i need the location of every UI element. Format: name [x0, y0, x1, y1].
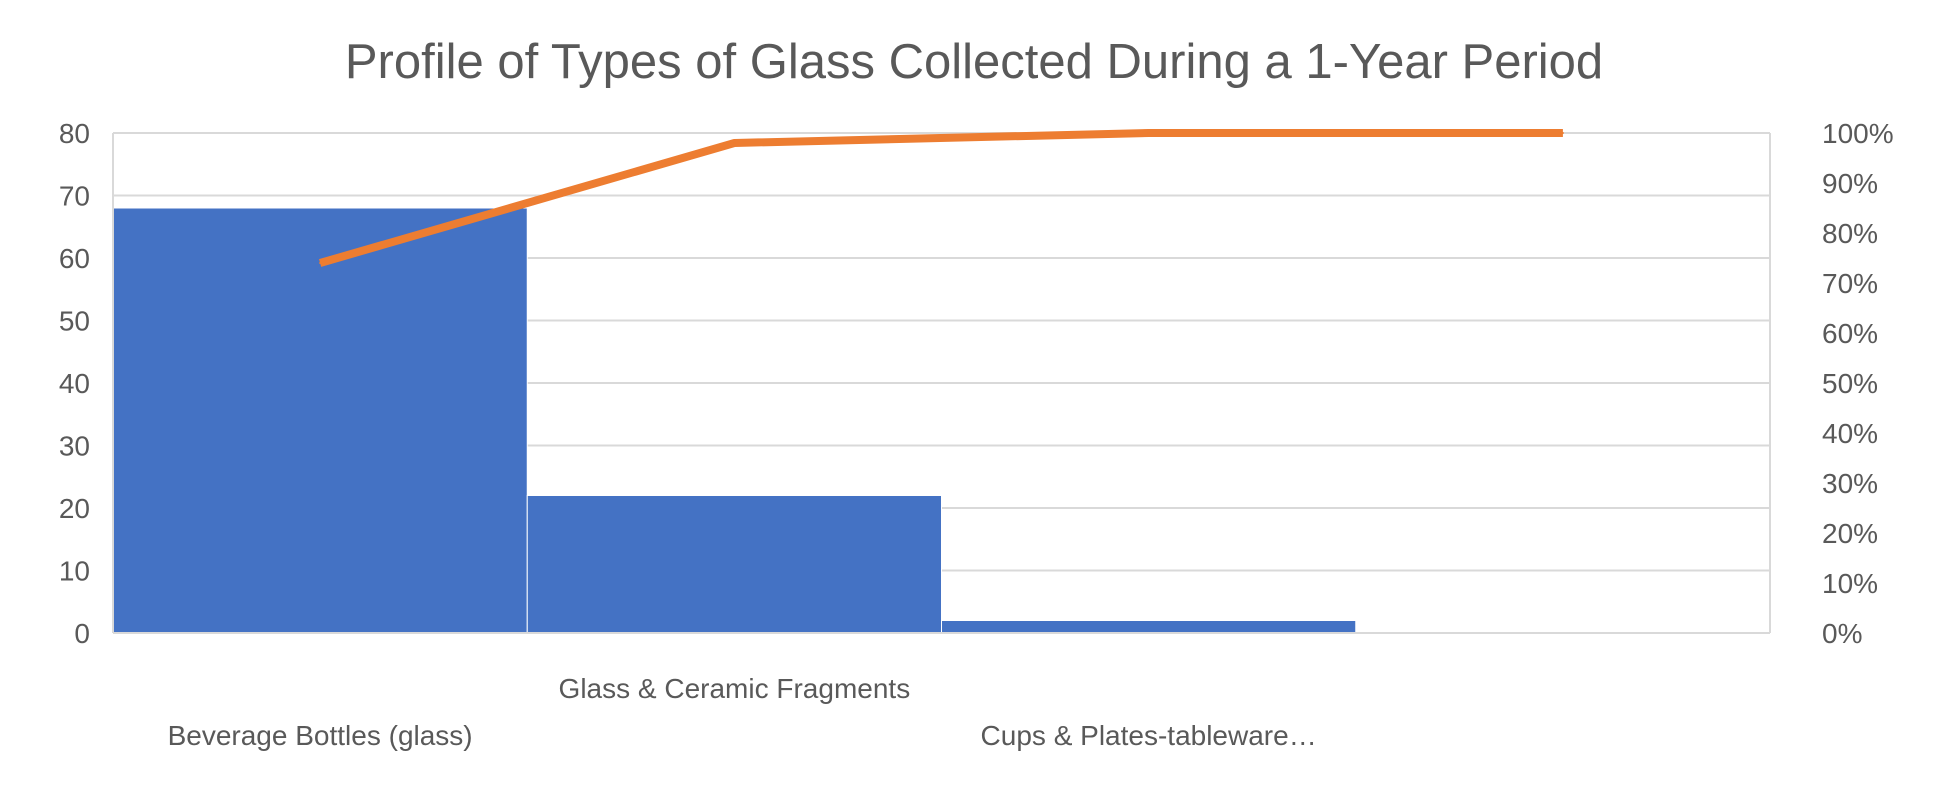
- bar: [941, 620, 1357, 634]
- bar: [526, 495, 942, 634]
- y-tick-label: 20: [59, 493, 90, 524]
- y2-tick-label: 100%: [1822, 118, 1894, 149]
- y2-tick-label: 90%: [1822, 168, 1878, 199]
- bar: [112, 207, 528, 634]
- bars: [112, 207, 1357, 634]
- y-tick-label: 40: [59, 368, 90, 399]
- y2-tick-label: 30%: [1822, 468, 1878, 499]
- line-point: [733, 142, 736, 144]
- cumulative-percent-line: [318, 129, 1563, 267]
- y2-tick-label: 50%: [1822, 368, 1878, 399]
- y-tick-label: 50: [59, 306, 90, 337]
- y2-tick-label: 10%: [1822, 568, 1878, 599]
- x-category-label: Glass & Ceramic Fragments: [559, 673, 911, 704]
- y-tick-label: 70: [59, 181, 90, 212]
- line-point: [1147, 132, 1150, 134]
- y-tick-label: 80: [59, 118, 90, 149]
- y2-tick-label: 20%: [1822, 518, 1878, 549]
- y-tick-label: 60: [59, 243, 90, 274]
- x-category-label: Beverage Bottles (glass): [168, 720, 473, 751]
- y2-tick-label: 0%: [1822, 618, 1862, 649]
- line-point: [1561, 132, 1564, 134]
- y-tick-label: 0: [74, 618, 90, 649]
- y-tick-label: 30: [59, 431, 90, 462]
- labels: 0 10 20 30 40 50 60 70 80 0% 10% 20% 30% 40% 50% 60% 70%…: [59, 118, 1894, 751]
- y2-tick-label: 60%: [1822, 318, 1878, 349]
- y2-tick-label: 40%: [1822, 418, 1878, 449]
- cumulative-line: [318, 129, 1564, 267]
- line-point: [319, 262, 322, 264]
- y2-tick-label: 80%: [1822, 218, 1878, 249]
- chart-title: Profile of Types of Glass Collected Duri…: [345, 35, 1603, 89]
- axes: [112, 133, 1771, 634]
- y-tick-label: 10: [59, 556, 90, 587]
- x-category-label: Cups & Plates-tableware…: [981, 720, 1317, 751]
- y2-tick-label: 70%: [1822, 268, 1878, 299]
